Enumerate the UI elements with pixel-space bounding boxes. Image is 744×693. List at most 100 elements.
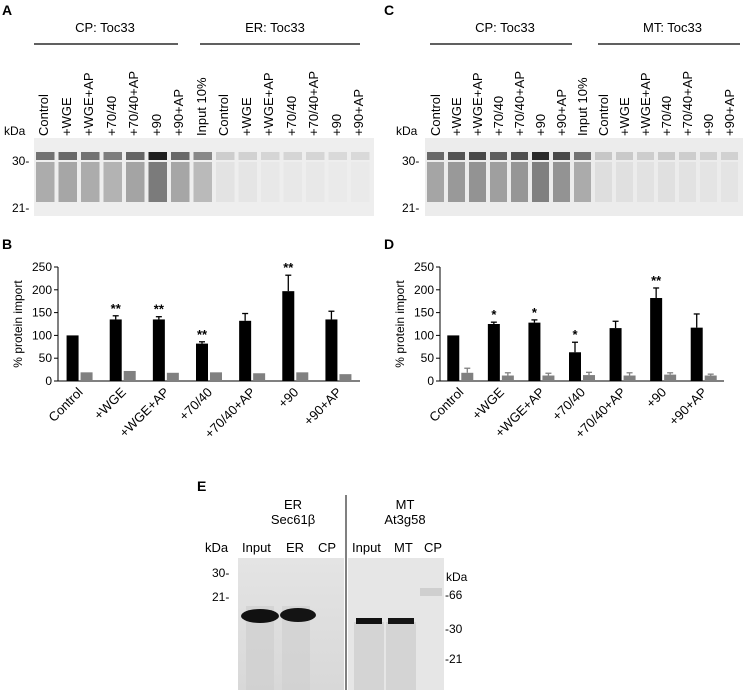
bar <box>650 298 663 381</box>
gel-band <box>511 152 528 160</box>
gel-band <box>721 152 738 160</box>
mw-30-c: 30- <box>402 154 420 168</box>
gel-smear <box>328 162 347 202</box>
gel-smear <box>574 162 591 202</box>
lane-label: Input 10% <box>575 77 590 136</box>
gel-smear <box>58 162 77 202</box>
e-lane-mt: MT <box>394 540 413 555</box>
group-label-mt-c: MT: Toc33 <box>642 20 702 35</box>
mw-30-a: 30- <box>12 154 30 168</box>
lane-label: +90+AP <box>171 89 186 136</box>
band-e-cp-faint <box>420 588 442 596</box>
gel-smear <box>658 162 675 202</box>
gel-band <box>595 152 612 160</box>
blot-e-left <box>238 558 344 690</box>
y-tick-label: 200 <box>32 283 52 297</box>
x-tick-label: +WGE <box>469 384 507 422</box>
lane-label: +90 <box>328 113 344 136</box>
x-tick-label: Control <box>426 384 466 424</box>
kda-label-c: kDa <box>396 124 418 138</box>
e-lane-er: ER <box>286 540 305 555</box>
gel-smear <box>261 162 280 202</box>
gel-band <box>448 152 465 160</box>
gel-smear <box>36 162 55 202</box>
bar <box>664 374 677 381</box>
y-tick-label: 250 <box>32 260 52 274</box>
gel-band <box>126 152 145 160</box>
x-tick-label: +70/40 <box>549 385 588 424</box>
bar <box>210 372 222 381</box>
e-kda-left: kDa <box>205 540 229 555</box>
gel-band <box>351 152 370 160</box>
bar <box>80 372 93 381</box>
bar <box>109 319 122 381</box>
gel-band <box>216 152 235 160</box>
lane-label: Control <box>596 94 611 136</box>
bar <box>690 327 703 381</box>
e-lane-input-right: Input <box>352 540 381 555</box>
gel-band <box>171 152 190 160</box>
band-e-mt <box>388 618 414 624</box>
lane-label: +WGE <box>238 97 254 136</box>
lane-label: +70/40 <box>491 95 506 136</box>
gel-smear <box>490 162 507 202</box>
gel-smear <box>81 162 100 202</box>
e-left-title-sec61b: Sec61β <box>270 512 316 527</box>
y-axis-label: % protein import <box>393 280 407 368</box>
panel-letter-d: D <box>384 236 395 252</box>
lane-label: +70/40 <box>659 95 674 136</box>
bar <box>66 335 79 381</box>
significance-label: ** <box>197 327 208 342</box>
gel-band <box>658 152 675 160</box>
gel-band <box>637 152 654 160</box>
gel-band <box>148 152 167 160</box>
significance-label: ** <box>651 273 662 288</box>
gel-band <box>427 152 444 160</box>
blot-e-right <box>348 558 444 690</box>
lane-label: +70/40+AP <box>680 70 695 136</box>
gel-band <box>574 152 591 160</box>
significance-label: * <box>572 327 578 342</box>
gel-band <box>36 152 55 160</box>
lane-label: +WGE+AP <box>81 72 96 136</box>
gel-smear <box>700 162 717 202</box>
gel-band <box>81 152 100 160</box>
lane-label: +70/40+AP <box>306 70 321 136</box>
panel-letter-b: B <box>2 236 13 252</box>
lane-label: +90 <box>148 113 164 136</box>
bar <box>339 374 352 381</box>
gel-smear <box>532 162 549 202</box>
gel-smear <box>553 162 570 202</box>
gel-band <box>193 152 212 160</box>
gel-band <box>261 152 280 160</box>
gel-smear <box>679 162 696 202</box>
bar <box>501 375 514 381</box>
lane-label: Control <box>216 94 231 136</box>
gel-smear <box>238 162 257 202</box>
e-left-title-er: ER <box>283 497 303 512</box>
chart-b: 0 50 100 150 200 250 % protein import Control **… <box>11 260 360 441</box>
lane-label: +90+AP <box>722 89 737 136</box>
gel-band <box>103 152 122 160</box>
gel-smear <box>306 162 325 202</box>
lane-label: +70/40+AP <box>512 70 527 136</box>
gel-smear <box>511 162 528 202</box>
x-tick-label: +90 <box>275 385 301 411</box>
e-mw-21-right: -21 <box>445 652 463 666</box>
e-lane-cp-left: CP <box>318 540 337 555</box>
bar <box>461 372 474 381</box>
bar <box>253 373 266 381</box>
x-tick-label: Control <box>45 384 85 424</box>
panel-letter-a: A <box>2 2 13 18</box>
bar <box>166 372 179 381</box>
lane-label: +90+AP <box>351 89 366 136</box>
bar <box>447 335 460 381</box>
gel-band <box>328 152 347 160</box>
y-tick-label: 150 <box>32 306 52 320</box>
bar <box>704 375 717 381</box>
lane-label: +WGE <box>58 97 74 136</box>
bar <box>528 322 541 381</box>
gel-c <box>425 138 743 216</box>
gel-smear <box>351 162 370 202</box>
